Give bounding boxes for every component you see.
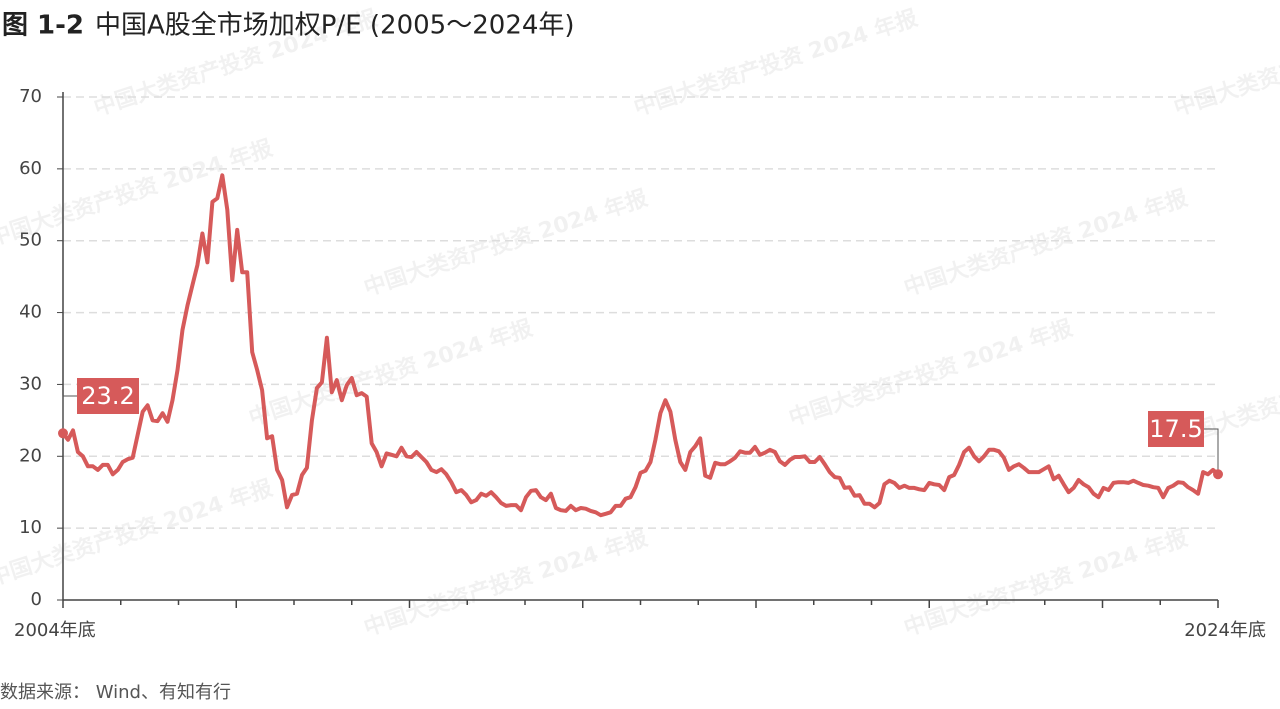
end-point — [58, 428, 68, 439]
chart-title: 中国A股全市场加权P/E (2005～2024年) — [95, 11, 575, 41]
source: 数据来源： Wind、有知有行 — [0, 682, 231, 703]
x-tick-label: 2024年底 — [1184, 620, 1266, 641]
data-label: 23.2 — [81, 382, 134, 410]
watermark: 中国大类资产投资 2024 年报 — [361, 185, 651, 301]
watermark: 中国大类资产投资 2024 年报 — [786, 315, 1076, 431]
callout-line — [1204, 428, 1219, 475]
y-tick-label: 0 — [31, 589, 42, 610]
watermark: 中国大类资产投资 2024 年报 — [901, 525, 1191, 641]
watermark: 中国大类资产投资 2024 年报 — [246, 315, 536, 431]
x-tick-label: 2004年底 — [14, 620, 96, 641]
watermark: 中国大类资产投资 2024 年报 — [361, 525, 651, 641]
end-point — [1213, 469, 1223, 480]
callout-line — [62, 395, 77, 434]
y-tick-label: 70 — [19, 86, 42, 107]
y-tick-label: 40 — [19, 302, 42, 323]
y-tick-label: 20 — [19, 445, 42, 466]
line-series — [61, 173, 1220, 518]
y-tick-label: 60 — [19, 158, 42, 179]
watermark: 中国大类资产投资 2024 年报 — [631, 5, 921, 121]
watermark: 中国大类资产投资 2024 年报 — [901, 185, 1191, 301]
label-box — [1148, 411, 1204, 447]
y-tick-label: 30 — [19, 373, 42, 394]
watermark: 中国大类资产投资 2024 年报 — [1171, 5, 1280, 121]
label-box — [77, 378, 139, 414]
figure-label: 图 1-2 — [2, 11, 84, 41]
y-tick-label: 10 — [19, 517, 42, 538]
data-label: 17.5 — [1149, 415, 1202, 443]
y-tick-label: 50 — [19, 230, 42, 251]
